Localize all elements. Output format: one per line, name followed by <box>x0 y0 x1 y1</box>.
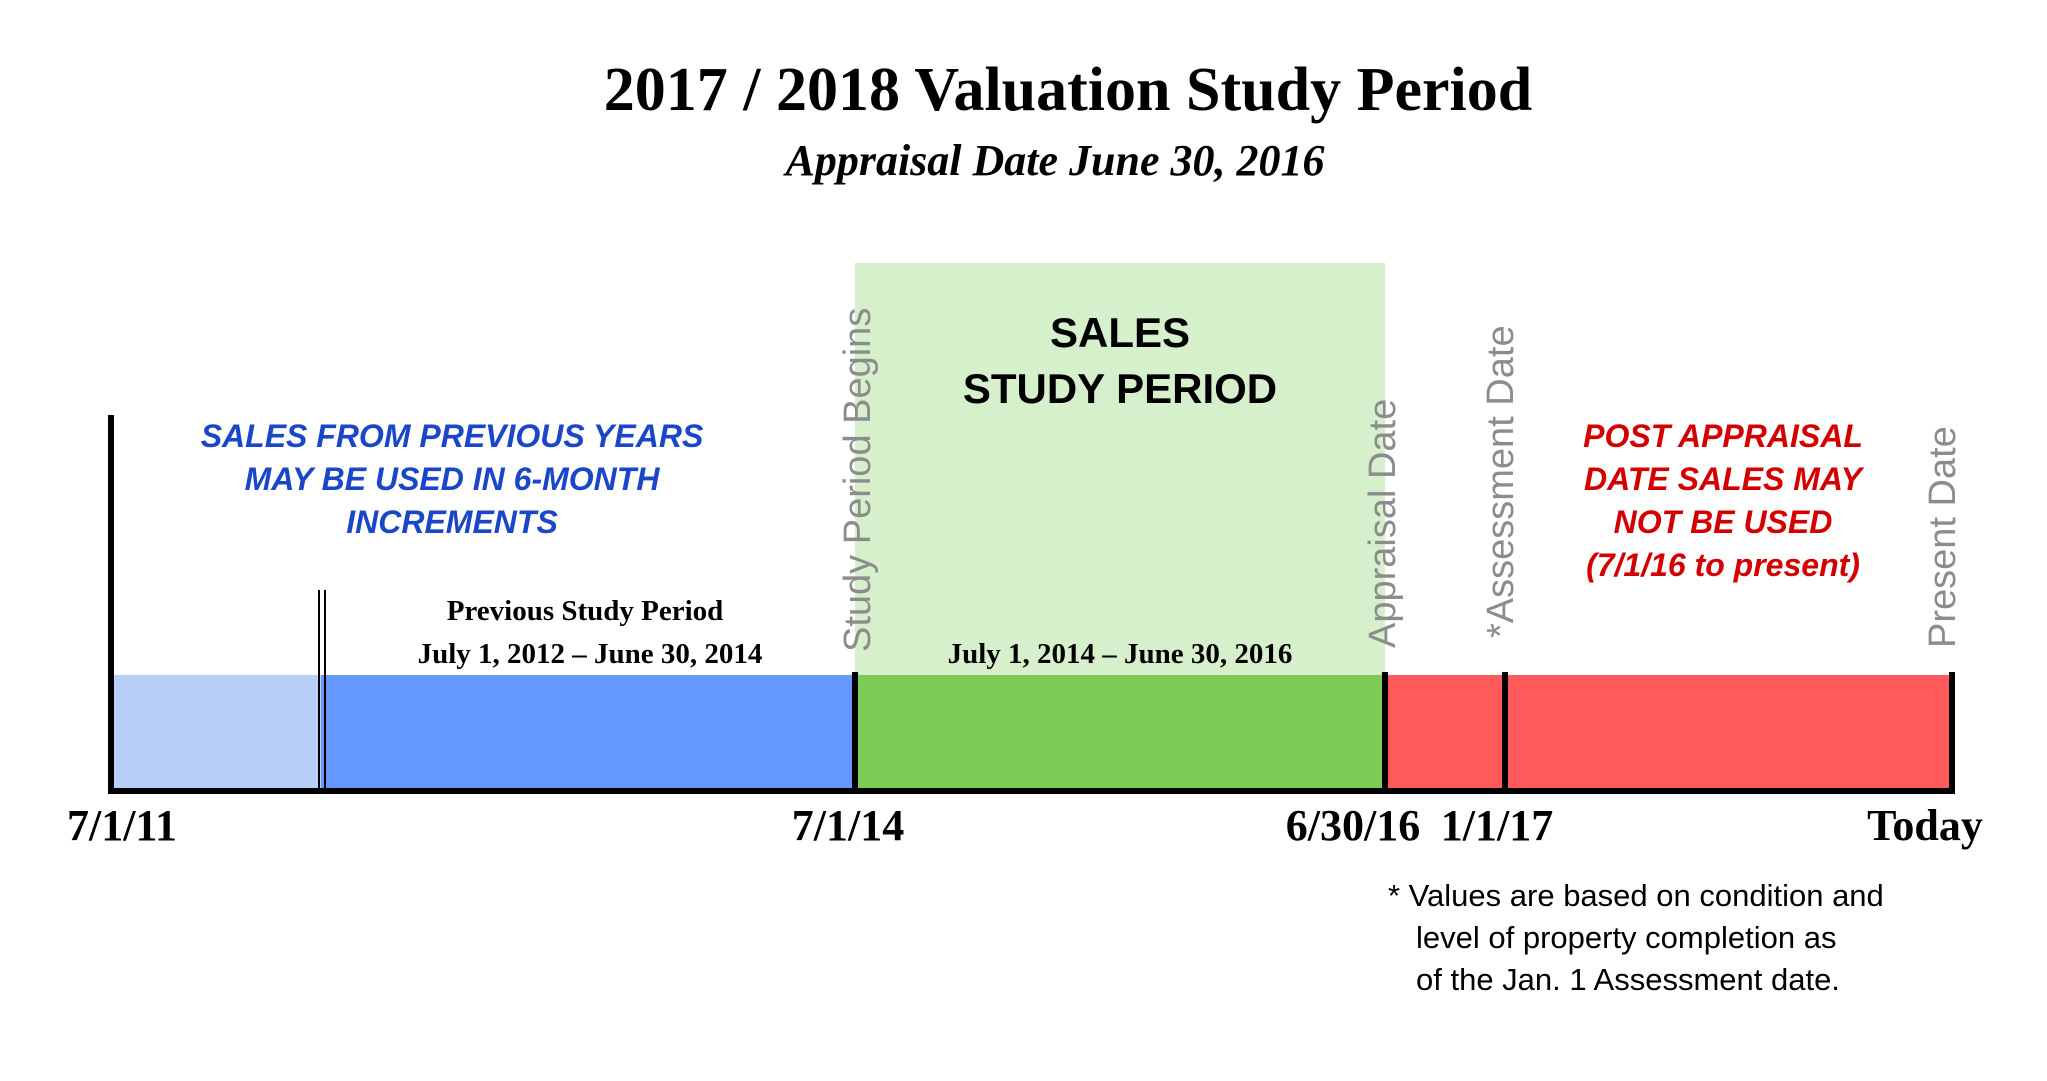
tick-label-start: 7/1/11 <box>67 801 177 850</box>
post-appraisal-note-line1: POST APPRAISAL <box>1583 418 1863 454</box>
sales-heading-line2: STUDY PERIOD <box>963 365 1277 412</box>
previous-years-note-line2: MAY BE USED IN 6-MONTH <box>245 461 661 497</box>
diagram-title: 2017 / 2018 Valuation Study Period <box>604 56 1532 124</box>
sales-heading-line1: SALES <box>1050 309 1190 356</box>
tick-label-appraisal: 6/30/16 <box>1286 801 1420 850</box>
previous-years-note-line3: INCREMENTS <box>346 504 558 540</box>
bar-segment-post-appraisal <box>1385 675 1952 791</box>
present-date-label: Present Date <box>1922 426 1964 648</box>
post-appraisal-note-line3: NOT BE USED <box>1614 504 1833 540</box>
bar-segment-early-previous-years <box>111 675 321 791</box>
assessment-date-label: *Assessment Date <box>1480 325 1522 638</box>
previous-years-note-line1: SALES FROM PREVIOUS YEARS <box>201 418 704 454</box>
footnote-line2: level of property completion as <box>1416 920 1836 955</box>
post-appraisal-note-line2: DATE SALES MAY <box>1584 461 1865 497</box>
tick-label-study-begin: 7/1/14 <box>792 801 904 850</box>
sales-study-period-highlight <box>855 263 1385 675</box>
bar-segment-previous-study-period <box>321 675 855 791</box>
tick-label-today: Today <box>1867 801 1983 850</box>
post-appraisal-note-line4: (7/1/16 to present) <box>1586 547 1860 583</box>
previous-study-dates: July 1, 2012 – June 30, 2014 <box>418 638 763 670</box>
tick-label-assessment: 1/1/17 <box>1441 801 1553 850</box>
appraisal-date-label: Appraisal Date <box>1362 399 1404 648</box>
bar-segment-sales-study-period <box>855 675 1385 791</box>
study-period-begins-label: Study Period Begins <box>837 308 879 652</box>
footnote-line3: of the Jan. 1 Assessment date. <box>1416 962 1840 997</box>
footnote-line1: * Values are based on condition and <box>1388 878 1884 913</box>
previous-study-title: Previous Study Period <box>447 595 724 627</box>
diagram-subtitle: Appraisal Date June 30, 2016 <box>782 136 1324 185</box>
sales-study-dates: July 1, 2014 – June 30, 2016 <box>948 638 1293 670</box>
